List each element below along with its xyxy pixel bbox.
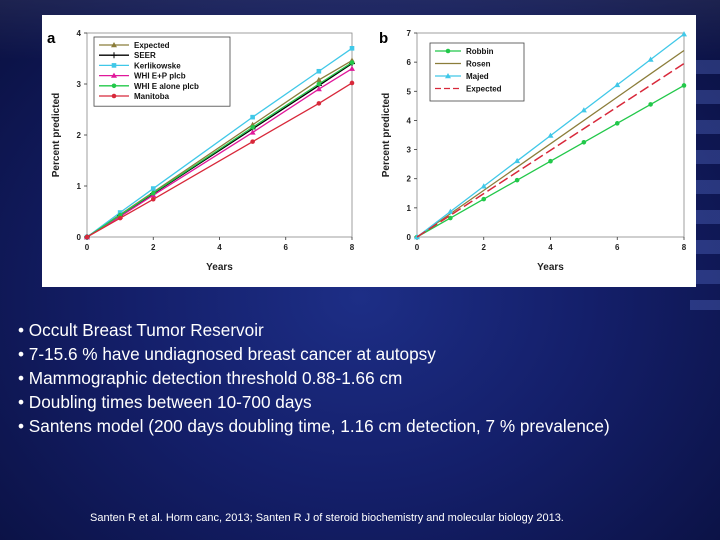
data-point [647,56,654,62]
data-point [150,196,156,202]
charts-svg: a 0 1 2 3 4 0 2 4 6 8 Years Percent predicted Expecte… [47,29,687,273]
legend-box [93,36,231,107]
data-point [580,107,587,113]
bullet-item: • Mammographic detection threshold 0.88-… [18,368,403,388]
data-point [111,72,117,78]
x-axis-label: Years [206,262,233,273]
data-point [349,46,355,51]
data-point [249,129,256,135]
data-point [548,158,553,164]
data-point [447,208,454,214]
bullet-item: • 7-15.6 % have undiagnosed breast cance… [18,344,436,364]
bullet-item: • Santens model (200 days doubling time,… [18,416,610,436]
legend-box [429,42,525,102]
data-point [316,68,322,74]
series-line [86,68,353,238]
data-point [614,81,621,88]
data-point [315,76,322,83]
data-point [150,190,156,196]
x-tick-label: 4 [548,243,553,252]
panel-label: a [47,30,56,47]
y-tick-label: 3 [407,146,412,155]
data-point [316,81,322,87]
x-tick-label: 6 [615,243,620,252]
y-tick-label: 0 [407,233,412,242]
bullet-item: • Occult Breast Tumor Reservoir [18,320,264,340]
x-axis-label: Years [537,262,564,273]
y-axis-label: Percent predicted [381,93,392,177]
chart-figure: a 0 1 2 3 4 0 2 4 6 8 Years Percent predicted Expecte… [42,15,696,287]
series-line [86,82,353,238]
data-point [111,63,117,68]
series-line [86,47,353,238]
y-tick-label: 1 [77,182,82,191]
y-tick-label: 3 [77,80,82,89]
y-tick-label: 4 [77,29,82,38]
legend-label: Manitoba [134,92,170,101]
legend-label: Robbin [466,47,494,56]
data-point [648,102,653,107]
data-point [117,210,123,215]
y-tick-label: 6 [407,58,412,67]
y-tick-label: 5 [407,87,412,96]
legend-label: SEER [134,51,156,60]
data-point [481,196,487,202]
x-tick-label: 6 [284,243,289,252]
x-tick-label: 0 [415,243,420,252]
data-point [349,65,355,71]
legend-label: Majed [466,72,489,81]
x-tick-label: 0 [85,243,90,252]
bullet-item: • Doubling times between 10-700 days [18,392,312,412]
data-point [445,48,451,54]
x-tick-label: 8 [350,243,355,252]
y-tick-label: 0 [77,233,82,242]
x-tick-label: 4 [217,243,222,252]
y-tick-label: 2 [77,131,82,140]
chart-panel-b: b 0 1 2 3 4 5 6 7 0 2 4 6 8 Years Percent predicted Robb… [379,29,687,273]
legend-label: WHI E+P plcb [134,72,186,81]
data-point [84,234,90,240]
series-line [86,62,353,238]
data-point [117,215,123,221]
data-point [614,121,620,126]
data-point [681,83,687,88]
y-tick-label: 2 [407,175,412,184]
data-point [349,60,355,65]
data-point [514,157,521,164]
chart-panel-a: a 0 1 2 3 4 0 2 4 6 8 Years Percent predicted Expecte… [47,29,355,273]
data-point [250,114,255,120]
data-point [150,186,156,191]
data-point [316,101,322,106]
data-point [547,132,554,138]
data-point [250,139,255,144]
x-tick-label: 2 [151,243,156,252]
legend-label: Rosen [466,60,491,69]
y-axis-label: Percent predicted [51,93,62,177]
series-line [416,62,685,238]
legend-label: Expected [134,41,170,50]
data-point [445,73,451,79]
panel-label: b [379,30,388,47]
reference-citation: Santen R et al. Horm canc, 2013; Santen … [90,512,564,524]
data-point [480,183,487,189]
x-tick-label: 8 [682,243,687,252]
data-point [681,31,687,37]
data-point [111,42,117,48]
data-point [349,80,355,86]
y-tick-label: 4 [407,116,412,125]
data-point [315,86,322,92]
legend-label: Kerlikowske [134,61,181,70]
series-line [416,49,685,238]
legend-label: Expected [466,85,502,94]
data-point [111,93,117,99]
data-point [111,83,117,89]
x-tick-label: 2 [482,243,487,252]
data-point [250,125,255,130]
y-tick-label: 1 [407,204,412,213]
y-tick-label: 7 [407,29,412,38]
data-point [581,139,587,145]
bullet-list: • Occult Breast Tumor Reservoir • 7-15.6… [18,318,718,438]
legend-label: WHI E alone plcb [134,82,199,91]
data-point [514,177,520,183]
